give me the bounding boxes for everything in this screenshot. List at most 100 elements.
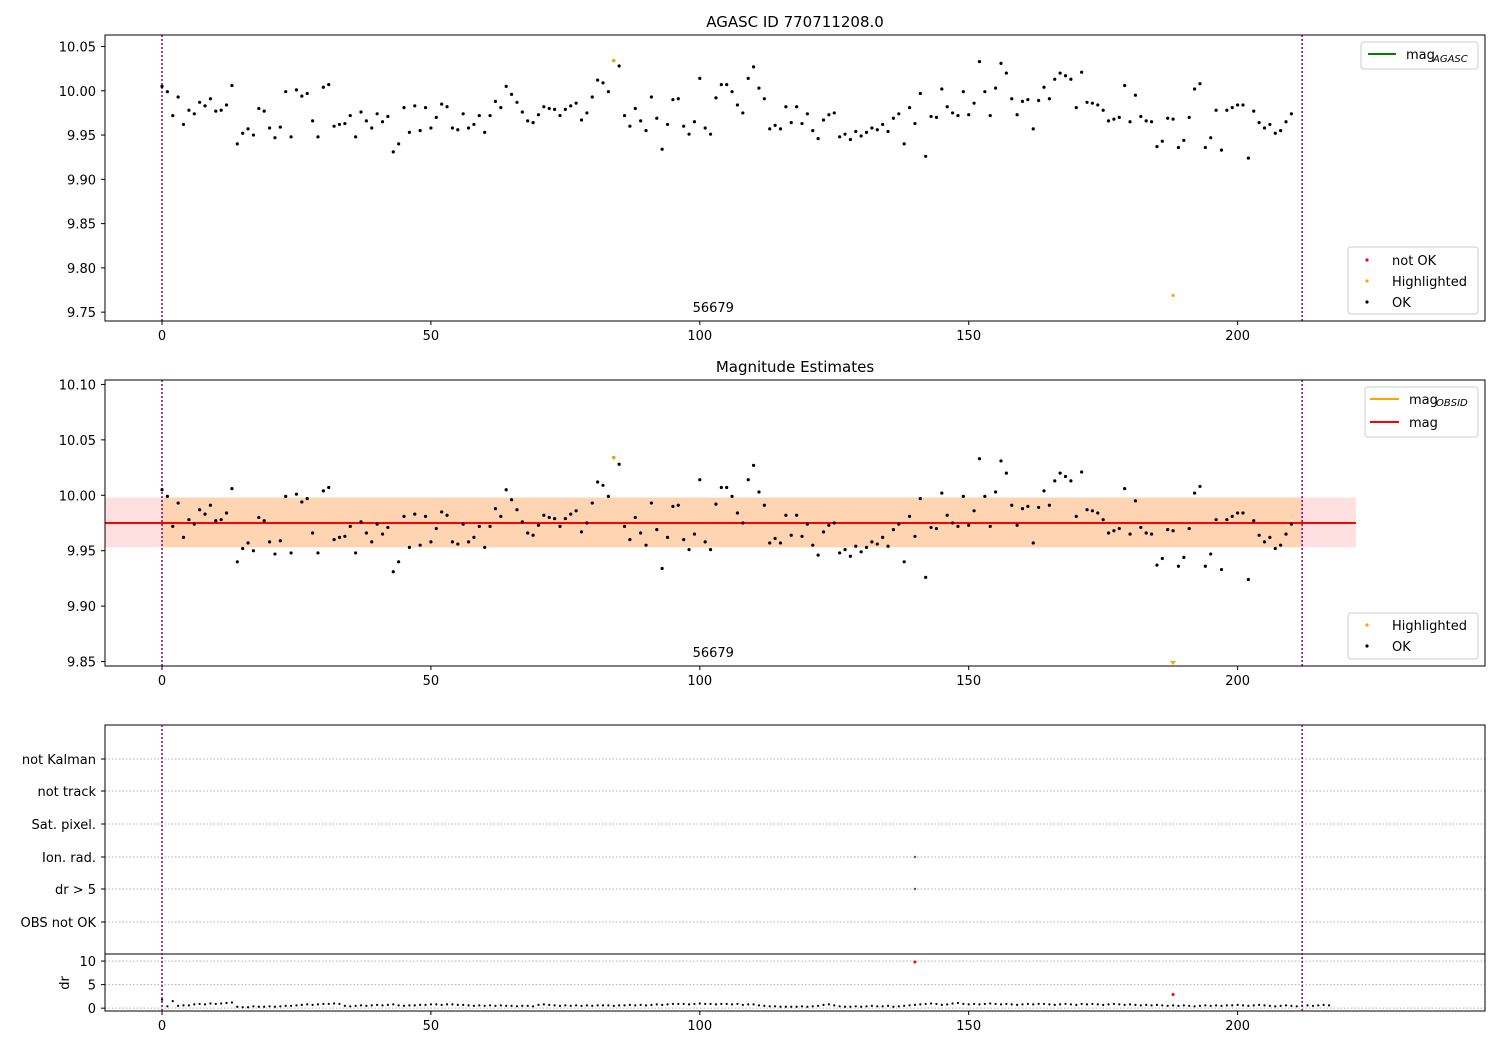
x-tick-label: 150 xyxy=(956,329,981,344)
legend-label: Highlighted xyxy=(1392,619,1467,634)
data-point-ok xyxy=(956,524,960,528)
dr-point xyxy=(203,1003,207,1006)
data-point-ok xyxy=(1106,531,1111,535)
dr-point xyxy=(747,1003,750,1006)
data-point-ok xyxy=(757,490,761,494)
data-point-ok xyxy=(633,515,637,520)
x-tick-label: 50 xyxy=(423,1019,440,1034)
dr-point xyxy=(854,1005,857,1008)
dr-point xyxy=(1327,1004,1331,1007)
data-point-ok xyxy=(719,82,723,87)
data-point-ok xyxy=(461,522,465,526)
data-point-ok xyxy=(1101,518,1105,522)
data-point-ok xyxy=(569,104,573,108)
data-point-ok xyxy=(660,566,664,571)
dr-point xyxy=(876,1005,879,1008)
data-point-ok xyxy=(1010,97,1014,101)
dr-point xyxy=(779,1005,782,1008)
data-point-ok xyxy=(848,554,852,558)
data-point-ok xyxy=(1284,532,1288,536)
dr-point xyxy=(994,1002,997,1006)
data-point-ok xyxy=(741,111,745,115)
data-point-ok xyxy=(246,541,250,545)
data-point-ok xyxy=(208,97,213,101)
data-point-ok xyxy=(251,549,256,553)
y-tick-label: 9.85 xyxy=(67,218,96,233)
data-point-ok xyxy=(262,519,266,523)
dr-point xyxy=(1274,1005,1277,1008)
y-tick-label: 10.05 xyxy=(59,434,96,449)
x-tick-label: 0 xyxy=(158,329,166,344)
data-point-ok xyxy=(1101,108,1105,112)
data-point-ok xyxy=(165,90,169,94)
y-tick-label: 9.95 xyxy=(67,129,96,144)
dr-point xyxy=(935,1002,938,1006)
dr-point xyxy=(870,1004,874,1007)
data-point-ok xyxy=(735,511,740,515)
data-point-ok xyxy=(198,508,202,512)
dr-point xyxy=(397,1004,400,1007)
dr-point xyxy=(827,1003,830,1006)
dr-point xyxy=(193,1003,196,1006)
dr-point xyxy=(537,1003,540,1006)
dr-point xyxy=(1204,1004,1207,1007)
data-point-ok xyxy=(1058,71,1062,75)
data-point-ok xyxy=(1015,523,1019,527)
dr-point xyxy=(1322,1003,1325,1006)
data-point-ok xyxy=(445,105,449,109)
dr-point xyxy=(306,1003,309,1006)
data-point-ok xyxy=(354,135,358,139)
data-point-ok xyxy=(386,525,390,530)
data-point-ok xyxy=(1139,114,1143,119)
data-point-ok xyxy=(633,106,637,111)
dr-point xyxy=(1214,1004,1218,1007)
dr-point xyxy=(488,1004,492,1007)
data-point-ok xyxy=(515,100,519,104)
data-point-ok xyxy=(208,503,213,507)
data-point-ok xyxy=(983,90,987,94)
dr-point xyxy=(1016,1003,1019,1006)
data-point-ok xyxy=(203,512,207,516)
data-point-ok xyxy=(224,511,229,515)
dr-point xyxy=(623,1004,626,1007)
data-point-ok xyxy=(440,510,444,514)
data-point-ok xyxy=(961,90,965,94)
data-point-ok xyxy=(816,136,820,141)
dr-point xyxy=(257,1005,260,1008)
data-point-ok xyxy=(1080,470,1084,474)
data-point-ok xyxy=(257,515,261,520)
data-point-ok xyxy=(289,135,293,139)
legend-label: mag xyxy=(1409,393,1438,408)
data-point-ok xyxy=(596,78,600,82)
data-point-ok xyxy=(1020,99,1025,104)
dr-point xyxy=(467,1004,470,1007)
axes-frame-agasc xyxy=(104,34,1486,322)
dr-point xyxy=(903,1004,906,1007)
y-tick-label: 9.85 xyxy=(67,656,96,671)
dr-point xyxy=(677,1002,680,1006)
dr-point xyxy=(419,1003,422,1006)
dr-point xyxy=(741,1003,744,1006)
dr-point xyxy=(499,1004,502,1007)
dr-point xyxy=(327,1002,330,1006)
dr-point xyxy=(1102,1003,1105,1006)
dr-point xyxy=(886,1004,890,1007)
data-point-ok xyxy=(789,121,793,125)
axes-frame-dr xyxy=(104,953,1486,1012)
dr-point xyxy=(897,1005,900,1008)
data-point-ok xyxy=(1085,508,1089,512)
dr-point xyxy=(526,1004,529,1007)
dr-point xyxy=(919,1003,922,1006)
data-point-ok xyxy=(1058,471,1062,475)
data-point-ok xyxy=(1026,98,1030,102)
dr-point xyxy=(279,1005,282,1008)
data-point-ok xyxy=(305,91,309,96)
data-point-ok xyxy=(558,524,562,528)
dr-point xyxy=(483,1004,486,1007)
dr-point xyxy=(1010,1003,1013,1006)
data-point-ok xyxy=(181,122,186,127)
dr-point xyxy=(1155,1003,1159,1006)
data-point-ok xyxy=(1112,529,1116,533)
data-point-ok xyxy=(359,110,363,114)
